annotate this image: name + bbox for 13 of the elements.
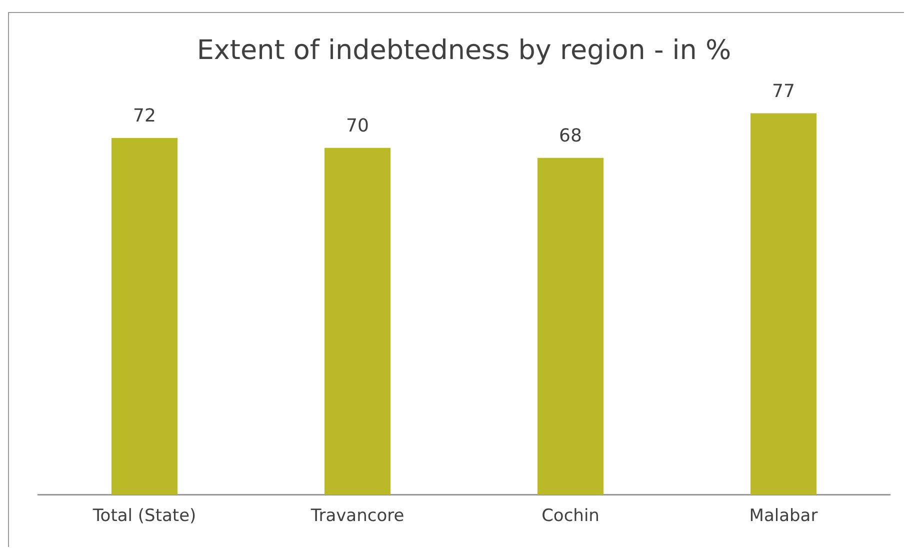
data-label: 72 (133, 106, 156, 127)
data-label: 70 (346, 116, 369, 137)
data-label: 77 (772, 80, 795, 102)
bar (111, 138, 178, 495)
data-label: 68 (559, 126, 582, 146)
bar (750, 113, 817, 495)
bar (537, 158, 604, 495)
x-tick-label: Travancore (310, 506, 404, 526)
x-tick-label: Cochin (542, 506, 600, 526)
x-tick-label: Total (State) (92, 506, 196, 526)
x-tick-label: Malabar (749, 506, 818, 526)
bar (324, 148, 391, 495)
chart-title: Extent of indebtedness by region - in % (196, 35, 732, 66)
